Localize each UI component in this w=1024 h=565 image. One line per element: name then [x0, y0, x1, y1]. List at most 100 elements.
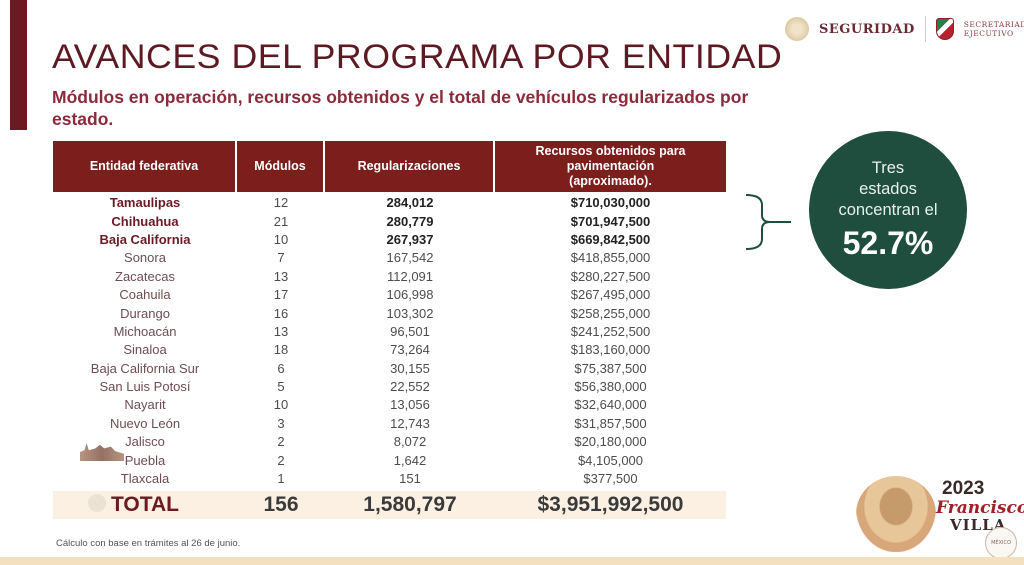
secretariado-line1: SECRETARIADO — [963, 20, 1024, 29]
cell-modulos: 17 — [273, 287, 289, 303]
secretariado-shield-icon — [935, 18, 954, 40]
cell-regularizaciones: 73,264 — [390, 342, 430, 358]
total-label: TOTAL — [110, 493, 180, 517]
table-row: Nuevo León 3 12,743 $31,857,500 — [53, 415, 726, 433]
cell-entidad: Tamaulipas — [109, 195, 181, 211]
cell-entidad: Durango — [120, 305, 170, 321]
cell-regularizaciones: 112,091 — [386, 268, 434, 284]
cell-regularizaciones: 8,072 — [393, 434, 427, 450]
cell-regularizaciones: 12,743 — [390, 415, 430, 431]
cell-entidad: Jalisco — [125, 434, 165, 450]
cell-modulos: 7 — [277, 250, 285, 266]
total-modulos: 156 — [263, 493, 299, 517]
cell-modulos: 2 — [277, 434, 285, 450]
cell-modulos: 13 — [273, 323, 289, 339]
cell-recursos: $20,180,000 — [574, 434, 647, 450]
cell-recursos: $56,380,000 — [574, 379, 647, 395]
cell-regularizaciones: 167,542 — [386, 250, 434, 266]
cell-recursos: $4,105,000 — [577, 452, 644, 468]
cell-modulos: 1 — [277, 471, 285, 487]
cell-entidad: Tlaxcala — [120, 471, 170, 487]
cell-modulos: 2 — [277, 452, 285, 468]
gobierno-mexico-badge: MÉXICO — [985, 527, 1017, 559]
cell-regularizaciones: 1,642 — [393, 452, 427, 468]
cell-regularizaciones: 151 — [399, 471, 421, 487]
cell-recursos: $241,252,500 — [570, 323, 651, 339]
table-row: Chihuahua 21 280,779 $701,947,500 — [53, 212, 726, 230]
cell-regularizaciones: 284,012 — [386, 195, 434, 211]
callout-line3: concentran el — [838, 200, 938, 219]
table-row: Tamaulipas 12 284,012 $710,030,000 — [53, 194, 726, 212]
summary-callout: Tres estados concentran el 52.7% — [809, 131, 967, 289]
cell-modulos: 5 — [277, 379, 285, 395]
villa-portrait-icon — [856, 476, 936, 552]
accent-bar — [10, 0, 27, 130]
cell-entidad: Michoacán — [113, 323, 177, 339]
secretariado-logo: SECRETARIADO EJECUTIVO — [964, 20, 1024, 38]
entities-table: Entidad federativa Módulos Regularizacio… — [53, 141, 726, 520]
cell-regularizaciones: 103,302 — [386, 305, 434, 321]
column-header-entidad: Entidad federativa — [53, 141, 237, 192]
table-row: Jalisco 2 8,072 $20,180,000 — [53, 433, 726, 451]
cell-recursos: $669,842,500 — [570, 231, 651, 247]
table-row: Coahuila 17 106,998 $267,495,000 — [53, 286, 726, 304]
cell-modulos: 12 — [273, 195, 289, 211]
footer-band — [0, 557, 1024, 565]
table-row: Puebla 2 1,642 $4,105,000 — [53, 451, 726, 469]
cell-recursos: $267,495,000 — [570, 287, 651, 303]
column-header-regularizaciones: Regularizaciones — [325, 141, 495, 192]
table-row: Sonora 7 167,542 $418,855,000 — [53, 249, 726, 267]
cell-regularizaciones: 22,552 — [390, 379, 430, 395]
page-subtitle: Módulos en operación, recursos obtenidos… — [52, 87, 749, 129]
cell-modulos: 10 — [273, 397, 289, 413]
cell-modulos: 18 — [273, 342, 289, 358]
cell-regularizaciones: 30,155 — [390, 360, 430, 376]
cell-recursos: $75,387,500 — [574, 360, 647, 376]
table-row: Durango 16 103,302 $258,255,000 — [53, 304, 726, 322]
cell-entidad: Chihuahua — [111, 213, 179, 229]
page-title: AVANCES DEL PROGRAMA POR ENTIDAD — [52, 38, 783, 76]
total-row: TOTAL 156 1,580,797 $3,951,992,500 — [53, 491, 726, 520]
cell-entidad: Nuevo León — [109, 415, 181, 431]
seguridad-logo: SEGURIDAD — [819, 21, 915, 37]
table-row: Baja California Sur 6 30,155 $75,387,500 — [53, 360, 726, 378]
table-row: Tlaxcala 1 151 $377,500 — [53, 470, 726, 488]
callout-percentage: 52.7% — [842, 224, 934, 261]
cell-recursos: $418,855,000 — [570, 250, 651, 266]
cell-recursos: $701,947,500 — [570, 213, 651, 229]
table-body: Tamaulipas 12 284,012 $710,030,000 Chihu… — [53, 194, 726, 488]
francisco-villa-logo: 2023 Francisco VILLA MÉXICO — [850, 470, 1024, 560]
cell-recursos: $31,857,500 — [574, 415, 647, 431]
cell-entidad: Zacatecas — [115, 268, 175, 284]
header-logos: SEGURIDAD SECRETARIADO EJECUTIVO — [785, 14, 1024, 44]
cell-modulos: 10 — [273, 231, 289, 247]
cell-entidad: San Luis Potosí — [99, 379, 191, 395]
column-header-modulos: Módulos — [237, 141, 325, 192]
table-row: Michoacán 13 96,501 $241,252,500 — [53, 323, 726, 341]
cell-regularizaciones: 96,501 — [390, 323, 430, 339]
table-header: Entidad federativa Módulos Regularizacio… — [53, 141, 726, 192]
cell-recursos: $280,227,500 — [570, 268, 651, 284]
cell-entidad: Coahuila — [119, 287, 171, 303]
cell-recursos: $377,500 — [583, 471, 638, 487]
cell-entidad: Nayarit — [124, 397, 166, 413]
cell-entidad: Puebla — [124, 452, 166, 468]
secretariado-line2: EJECUTIVO — [963, 29, 1014, 38]
cell-regularizaciones: 13,056 — [390, 397, 430, 413]
cell-recursos: $183,160,000 — [570, 342, 651, 358]
cell-regularizaciones: 106,998 — [386, 287, 434, 303]
cell-entidad: Sinaloa — [123, 342, 167, 358]
table-row: San Luis Potosí 5 22,552 $56,380,000 — [53, 378, 726, 396]
cell-recursos: $710,030,000 — [570, 195, 651, 211]
cell-regularizaciones: 267,937 — [386, 231, 434, 247]
national-seal-icon — [785, 17, 809, 41]
total-regularizaciones: 1,580,797 — [363, 493, 457, 517]
cell-modulos: 3 — [277, 415, 285, 431]
cell-entidad: Sonora — [124, 250, 166, 266]
cell-modulos: 6 — [277, 360, 285, 376]
cell-entidad: Baja California Sur — [90, 360, 200, 376]
villa-name1: Francisco — [936, 498, 1024, 518]
logo-divider — [924, 16, 926, 42]
callout-line1: Tres — [871, 158, 905, 177]
watermark-seal-icon — [88, 494, 106, 512]
